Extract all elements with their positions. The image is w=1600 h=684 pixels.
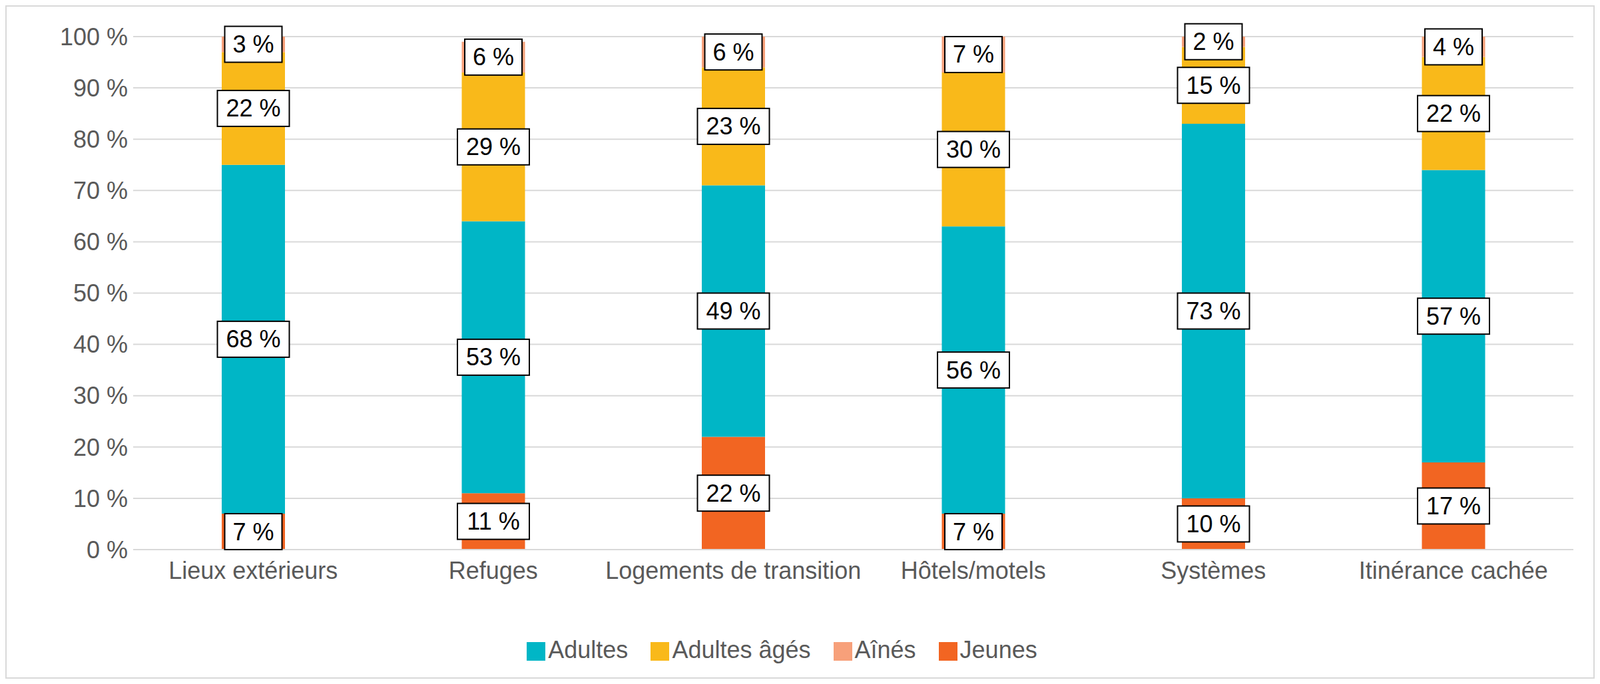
html-text:Adultes âgés: Adultes âgés xyxy=(672,636,811,664)
svg-text:22 %: 22 % xyxy=(1426,99,1481,128)
html-text:Adultes: Adultes xyxy=(548,636,629,664)
svg-text:Hôtels/motels: Hôtels/motels xyxy=(900,557,1047,585)
svg-text:4 %: 4 % xyxy=(1432,33,1475,61)
svg-text:60 %: 60 % xyxy=(73,228,128,256)
svg-text:10 %: 10 % xyxy=(1185,510,1241,538)
svg-text:53 %: 53 % xyxy=(466,343,521,371)
svg-text:2 %: 2 % xyxy=(1192,27,1234,56)
svg-text:11 %: 11 % xyxy=(466,508,520,536)
svg-text:73 %: 73 % xyxy=(1185,297,1241,325)
svg-text:20 %: 20 % xyxy=(73,434,128,462)
svg-text:15 %: 15 % xyxy=(1185,71,1241,100)
svg-text:Systèmes: Systèmes xyxy=(1160,557,1266,585)
svg-text:30 %: 30 % xyxy=(73,382,128,410)
svg-text:68 %: 68 % xyxy=(225,325,281,353)
svg-text:90 %: 90 % xyxy=(73,74,128,102)
svg-text:23 %: 23 % xyxy=(705,112,761,140)
svg-text:100 %: 100 % xyxy=(59,23,128,51)
svg-text:22 %: 22 % xyxy=(225,94,281,122)
svg-text:40 %: 40 % xyxy=(73,330,128,359)
svg-text:Logements de transition: Logements de transition xyxy=(605,557,861,585)
svg-text:7 %: 7 % xyxy=(952,40,995,68)
svg-text:50 %: 50 % xyxy=(73,279,128,307)
svg-text:57 %: 57 % xyxy=(1426,302,1481,331)
svg-text:70 %: 70 % xyxy=(73,177,128,205)
svg-text:0 %: 0 % xyxy=(86,536,128,564)
svg-text:56 %: 56 % xyxy=(946,356,1001,385)
svg-text:6 %: 6 % xyxy=(712,38,754,66)
svg-text:10 %: 10 % xyxy=(73,485,128,513)
svg-text:7 %: 7 % xyxy=(232,518,274,546)
html-text:Aînés: Aînés xyxy=(854,636,916,664)
svg-text:30 %: 30 % xyxy=(946,135,1001,164)
svg-text:49 %: 49 % xyxy=(705,297,761,325)
html-text:Jeunes: Jeunes xyxy=(959,636,1038,664)
svg-text:Lieux extérieurs: Lieux extérieurs xyxy=(168,557,338,585)
svg-text:6 %: 6 % xyxy=(472,43,515,71)
svg-text:3 %: 3 % xyxy=(232,30,274,58)
svg-text:29 %: 29 % xyxy=(466,133,521,161)
svg-text:80 %: 80 % xyxy=(73,125,128,154)
svg-text:7 %: 7 % xyxy=(952,518,995,546)
svg-text:22 %: 22 % xyxy=(705,480,761,508)
svg-text:17 %: 17 % xyxy=(1426,492,1481,521)
svg-text:Refuges: Refuges xyxy=(448,557,538,585)
svg-text:Itinérance cachée: Itinérance cachée xyxy=(1358,557,1549,585)
